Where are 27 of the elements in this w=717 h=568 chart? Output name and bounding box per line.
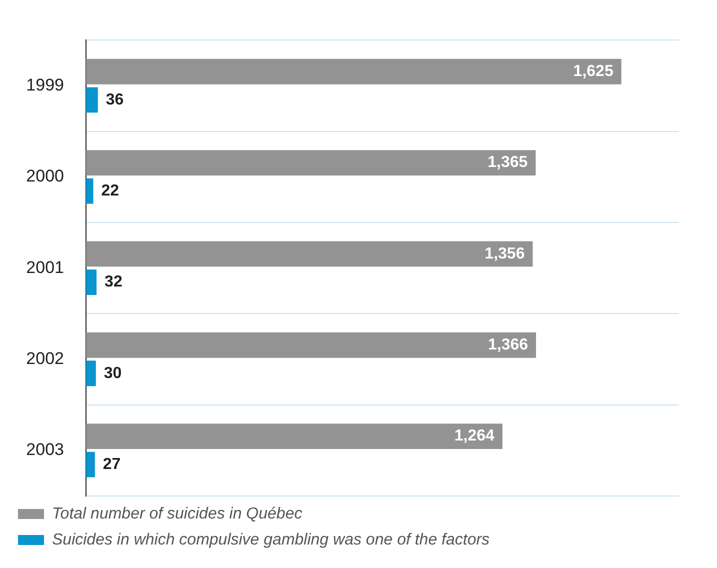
data-label: 27 bbox=[102, 456, 121, 473]
bar bbox=[86, 178, 94, 204]
bar bbox=[86, 360, 96, 386]
y-tick-label: 2003 bbox=[26, 440, 64, 460]
bar bbox=[86, 150, 536, 176]
data-label: 1,625 bbox=[573, 63, 614, 80]
y-tick-label: 2001 bbox=[26, 258, 64, 277]
data-label: 32 bbox=[104, 274, 122, 291]
y-tick-label: 2000 bbox=[26, 166, 64, 186]
data-label: 1,365 bbox=[488, 154, 528, 172]
data-label: 22 bbox=[101, 182, 120, 200]
data-label: 30 bbox=[104, 364, 122, 382]
data-label: 1,264 bbox=[454, 428, 495, 445]
y-tick-label: 2002 bbox=[26, 348, 64, 368]
legend-label: Total number of suicides in Québec bbox=[52, 505, 302, 522]
bar bbox=[86, 332, 536, 358]
bar bbox=[86, 270, 97, 295]
bar bbox=[86, 241, 533, 267]
legend-label: Suicides in which compulsive gambling was one of the factors bbox=[52, 531, 490, 548]
bar bbox=[86, 58, 622, 84]
data-label: 36 bbox=[106, 91, 124, 108]
bar bbox=[86, 87, 98, 113]
data-label: 1,366 bbox=[488, 336, 528, 354]
bar bbox=[86, 424, 502, 450]
y-tick-label: 1999 bbox=[26, 75, 64, 94]
bar bbox=[86, 452, 95, 478]
data-label: 1,356 bbox=[484, 245, 525, 262]
